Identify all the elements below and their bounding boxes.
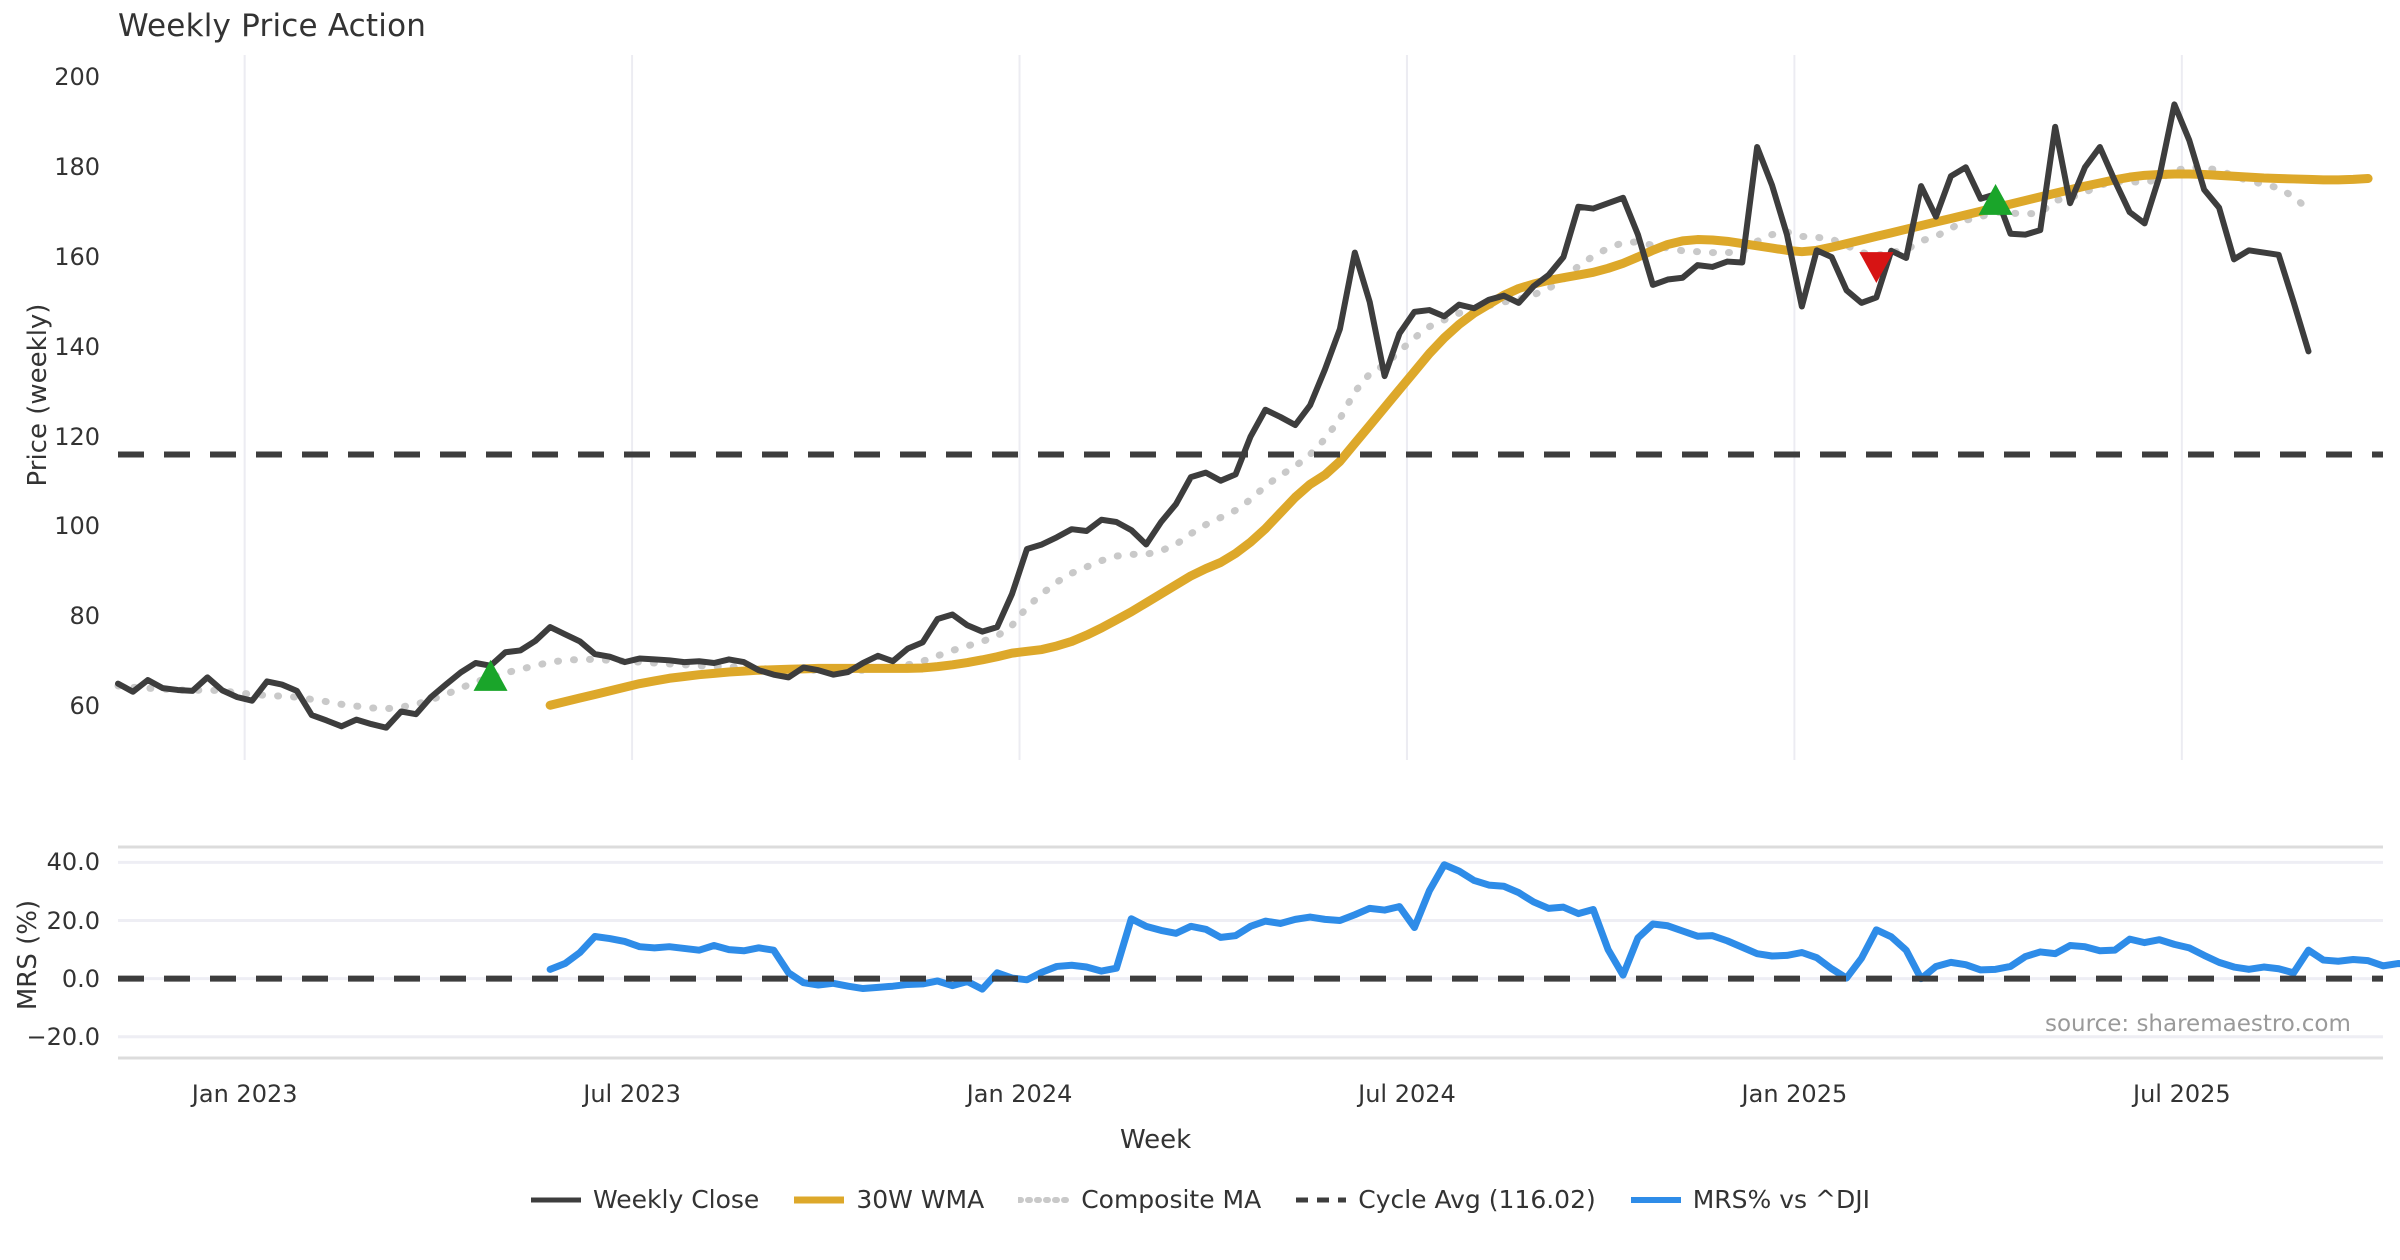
legend-swatch-icon — [793, 1191, 845, 1209]
page-title: Weekly Price Action — [118, 8, 427, 44]
legend-swatch-icon — [530, 1191, 582, 1209]
x-tick-label: Jul 2025 — [2132, 1080, 2231, 1108]
source-watermark: source: sharemaestro.com — [2045, 1011, 2351, 1037]
x-tick-label: Jan 2023 — [191, 1080, 298, 1108]
x-axis-label: Week — [1120, 1125, 1192, 1155]
price-y-axis-label: Price (weekly) — [23, 303, 53, 487]
buy-signal-marker — [1978, 183, 2013, 215]
x-tick-label: Jan 2024 — [966, 1080, 1073, 1108]
legend-item[interactable]: Weekly Close — [530, 1185, 759, 1214]
series-line-30w-wma — [545, 169, 2373, 710]
legend-label: 30W WMA — [856, 1185, 985, 1214]
legend-label: Weekly Close — [593, 1185, 760, 1214]
y-tick-label: 140 — [54, 332, 100, 361]
y-tick-label: 60 — [69, 692, 100, 721]
legend-item[interactable]: Composite MA — [1018, 1185, 1261, 1214]
y-tick-label: 80 — [69, 602, 100, 631]
legend-swatch-icon — [1018, 1191, 1071, 1209]
legend-item[interactable]: 30W WMA — [793, 1185, 984, 1214]
mrs-plot-area — [118, 845, 2400, 1060]
x-tick-label: Jul 2024 — [1358, 1080, 1456, 1108]
series-line-composite-ma — [114, 163, 2312, 713]
y-tick-label: 180 — [54, 153, 100, 182]
y-tick-label: 0.0 — [61, 964, 100, 993]
y-tick-label: 120 — [54, 422, 100, 451]
legend-label: Cycle Avg (116.02) — [1358, 1185, 1596, 1214]
legend-label: Composite MA — [1081, 1185, 1262, 1214]
y-tick-label: −20.0 — [26, 1022, 100, 1051]
legend-label: MRS% vs ^DJI — [1692, 1185, 1870, 1214]
legend-swatch-icon — [1295, 1191, 1347, 1209]
sell-signal-marker — [1859, 252, 1894, 284]
y-tick-label: 20.0 — [46, 906, 100, 935]
price-plot-area — [114, 55, 2383, 760]
mrs-y-axis-label: MRS (%) — [13, 899, 43, 1011]
y-tick-label: 40.0 — [46, 848, 100, 877]
x-tick-label: Jul 2023 — [583, 1080, 681, 1108]
series-line-weekly-close — [115, 101, 2312, 731]
series-line-mrs-vs-dji — [546, 861, 2400, 993]
x-tick-label: Jan 2025 — [1741, 1080, 1848, 1108]
legend-item[interactable]: MRS% vs ^DJI — [1630, 1185, 1870, 1214]
legend-item[interactable]: Cycle Avg (116.02) — [1295, 1185, 1596, 1214]
legend-swatch-icon — [1630, 1191, 1682, 1209]
y-tick-label: 100 — [54, 512, 100, 541]
chart-legend: Weekly Close 30W WMA Composite MA Cycle Avg… — [0, 1185, 2400, 1214]
y-tick-label: 200 — [54, 63, 100, 92]
y-tick-label: 160 — [54, 243, 100, 272]
buy-signal-marker — [473, 659, 508, 691]
